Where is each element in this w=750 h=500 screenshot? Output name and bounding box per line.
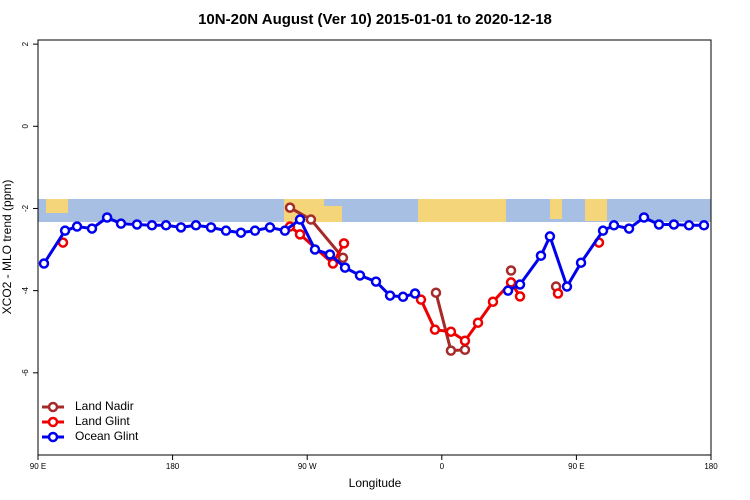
series-line (290, 208, 556, 351)
data-point (279, 225, 291, 236)
y-tick-label: -4 (21, 287, 30, 295)
data-point (552, 288, 564, 299)
data-point (561, 281, 573, 292)
data-point (409, 288, 421, 299)
data-point (472, 317, 484, 328)
data-point (429, 324, 441, 335)
data-point (445, 345, 457, 356)
data-point (459, 344, 471, 356)
data-point (327, 258, 339, 269)
data-point (339, 262, 351, 273)
data-point (354, 270, 366, 281)
map-strip (38, 199, 711, 222)
data-point (430, 287, 442, 298)
data-point (294, 229, 306, 240)
data-point (71, 221, 83, 232)
data-point (608, 220, 620, 231)
data-point (653, 219, 665, 230)
data-point (324, 249, 336, 260)
data-point (101, 212, 113, 223)
data-point (535, 250, 547, 261)
x-tick-label: 90 W (298, 462, 317, 471)
data-point (384, 290, 396, 301)
data-point (294, 214, 306, 225)
legend-marker (47, 401, 59, 413)
data-point (575, 257, 587, 268)
y-tick-label: 2 (21, 41, 30, 46)
data-point (249, 225, 261, 236)
x-tick-label: 180 (704, 462, 718, 471)
data-point (397, 291, 409, 303)
legend-marker (47, 416, 59, 428)
data-point (505, 265, 517, 276)
legend-marker (47, 431, 59, 443)
data-point (338, 238, 350, 249)
data-point (86, 223, 98, 234)
data-point (683, 220, 695, 231)
data-point (205, 222, 217, 233)
y-axis-label: XCO2 - MLO trend (ppm) (0, 180, 14, 315)
data-point (264, 222, 276, 233)
data-point (445, 326, 457, 337)
data-point (668, 219, 680, 230)
data-point (160, 220, 172, 231)
legend-label: Ocean Glint (75, 429, 139, 443)
legend-label: Land Nadir (75, 399, 134, 413)
data-point (220, 225, 232, 236)
x-tick-label: 90 E (30, 462, 46, 471)
data-point (235, 227, 247, 238)
legend-label: Land Glint (75, 414, 130, 428)
data-point (544, 231, 556, 242)
data-point (284, 202, 296, 213)
data-point (502, 285, 514, 296)
data-point (415, 294, 427, 305)
y-tick-label: -6 (21, 369, 30, 377)
data-point (38, 258, 50, 269)
data-point (131, 219, 143, 230)
data-point (597, 225, 609, 236)
data-point (514, 279, 526, 290)
data-point (370, 276, 382, 287)
data-point (175, 222, 187, 233)
x-tick-label: 0 (440, 462, 445, 471)
chart-title: 10N-20N August (Ver 10) 2015-01-01 to 20… (198, 11, 552, 28)
data-point (59, 225, 71, 236)
data-point (309, 244, 321, 255)
data-point (487, 296, 499, 307)
data-point (459, 335, 471, 347)
data-point (115, 218, 127, 229)
data-point (190, 220, 202, 231)
data-point (305, 214, 317, 225)
data-point (698, 220, 710, 231)
data-point (514, 291, 526, 302)
x-axis-label: Longitude (349, 476, 402, 490)
data-point (505, 277, 517, 288)
plot-frame (37, 39, 712, 456)
x-tick-label: 180 (166, 462, 180, 471)
data-point (638, 212, 650, 223)
data-point (146, 220, 158, 231)
x-tick-label: 90 E (568, 462, 584, 471)
y-tick-label: -2 (21, 204, 30, 212)
data-point (623, 223, 635, 234)
y-tick-label: 0 (21, 124, 30, 129)
data-point (337, 252, 349, 264)
